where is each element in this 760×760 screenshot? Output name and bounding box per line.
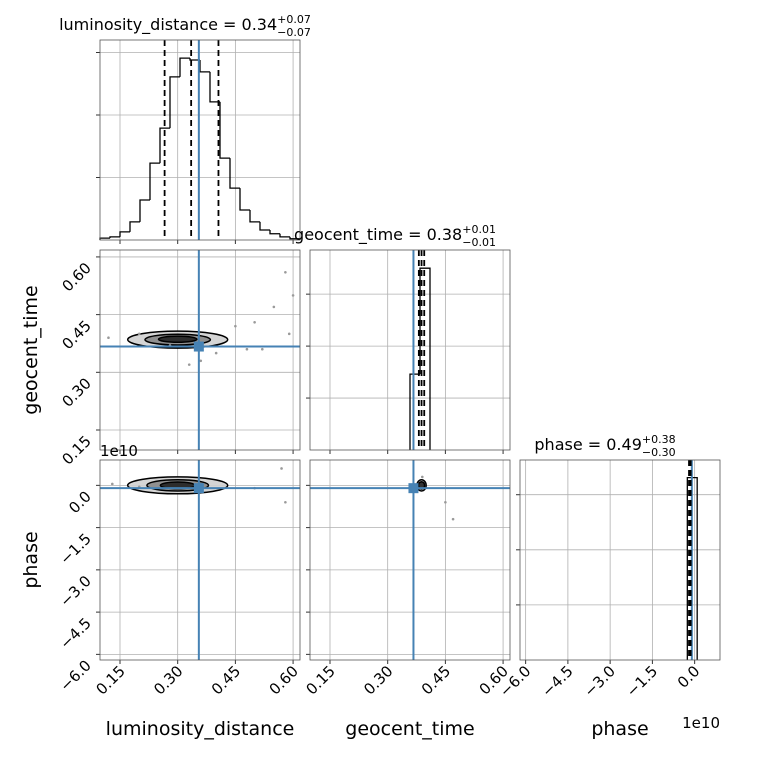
x-tick-label: 0.45 (208, 662, 244, 698)
panel-frame (309, 249, 511, 451)
x-tick-label: −1.5 (623, 662, 661, 700)
sample-point (444, 500, 447, 504)
title-sup: +0.38 (642, 433, 676, 446)
sample-point (291, 294, 295, 297)
sample-point (272, 305, 276, 309)
histogram-bin (259, 221, 270, 231)
histogram-bin (419, 267, 431, 450)
y-tick-label: 0.30 (58, 374, 94, 410)
sample-point (137, 332, 141, 336)
sample-point (187, 363, 191, 366)
x-offset-label: 1e10 (682, 714, 720, 732)
x-tick-label: 0.60 (266, 662, 302, 698)
histogram-bin (179, 57, 190, 77)
sample-point (245, 347, 249, 351)
title-sub: −0.01 (462, 236, 496, 249)
panel-title: geocent_time = 0.38+0.01 −0.01 (294, 223, 496, 249)
panel-frame (99, 249, 301, 451)
histogram-bin (109, 236, 120, 239)
title-sup: +0.01 (462, 223, 496, 236)
x-tick-label: −4.5 (538, 662, 576, 700)
panel-title: luminosity_distance = 0.34+0.07 −0.07 (59, 13, 311, 39)
density-contour (157, 335, 198, 344)
title-main: luminosity_distance = 0.34 (59, 15, 277, 35)
y-tick-label: −1.5 (56, 530, 94, 568)
histogram-bin (129, 221, 140, 232)
panel-frame (519, 459, 721, 661)
histogram-bin (199, 60, 210, 73)
sample-point (284, 500, 287, 504)
sample-point (199, 359, 203, 363)
truth-marker (193, 341, 204, 352)
histogram-bin (209, 71, 220, 103)
truth-marker (193, 483, 204, 494)
title-main: phase = 0.49 (534, 435, 641, 454)
x-tick-label: 0.45 (418, 662, 454, 698)
histogram-bin (159, 127, 170, 164)
panel-frame (99, 39, 301, 241)
sample-point (421, 475, 424, 479)
x-tick-label: 0.30 (360, 662, 396, 698)
histogram-bin (269, 230, 280, 235)
histogram-bin (169, 76, 180, 129)
histogram-bin (229, 158, 240, 189)
sample-point (284, 271, 287, 274)
x-tick-label: 0.15 (92, 662, 128, 698)
y-axis-label: phase (20, 531, 42, 588)
histogram-bin (219, 101, 230, 159)
x-axis-label: phase (591, 718, 648, 740)
histogram-bin (409, 373, 420, 450)
y-axis-label: geocent_time (20, 285, 42, 414)
x-tick-label: −3.0 (580, 662, 618, 700)
sample-point (214, 351, 218, 355)
y-tick-label: 0.60 (58, 259, 94, 295)
sample-point (261, 347, 264, 351)
histogram-bin (239, 188, 250, 211)
histogram-bin (139, 199, 150, 222)
y-tick-label: −4.5 (56, 614, 94, 652)
histogram-bin (189, 58, 200, 61)
x-tick-label: 0.15 (302, 662, 338, 698)
y-tick-label: −6.0 (56, 656, 94, 694)
y-tick-label: 0.0 (65, 487, 95, 517)
x-axis-label: luminosity_distance (106, 718, 295, 740)
sample-point (287, 332, 291, 336)
y-offset-label: 1e10 (100, 442, 138, 460)
histogram-bin (149, 162, 160, 200)
sample-point (451, 517, 455, 521)
title-main: geocent_time = 0.38 (294, 225, 462, 245)
sample-point (107, 336, 110, 339)
y-tick-label: 0.45 (58, 317, 94, 353)
x-axis-label: geocent_time (345, 718, 474, 740)
sample-point (111, 482, 114, 486)
x-tick-label: 0.30 (150, 662, 186, 698)
truth-marker (408, 483, 419, 494)
y-tick-label: 0.15 (58, 432, 94, 468)
title-sup: +0.07 (277, 13, 311, 26)
panel-frame (99, 459, 301, 661)
sample-point (253, 321, 256, 324)
histogram-bin (249, 210, 260, 223)
y-tick-label: −3.0 (56, 572, 94, 610)
histogram-bin (119, 231, 130, 237)
title-sub: −0.07 (277, 26, 311, 39)
sample-point (280, 467, 283, 470)
panel-title: phase = 0.49+0.38 −0.30 (534, 433, 675, 459)
sample-point (234, 324, 237, 328)
panel-frame (309, 459, 511, 661)
x-tick-label: 0.0 (674, 662, 704, 692)
title-sub: −0.30 (642, 446, 676, 459)
histogram-bin (279, 233, 290, 238)
